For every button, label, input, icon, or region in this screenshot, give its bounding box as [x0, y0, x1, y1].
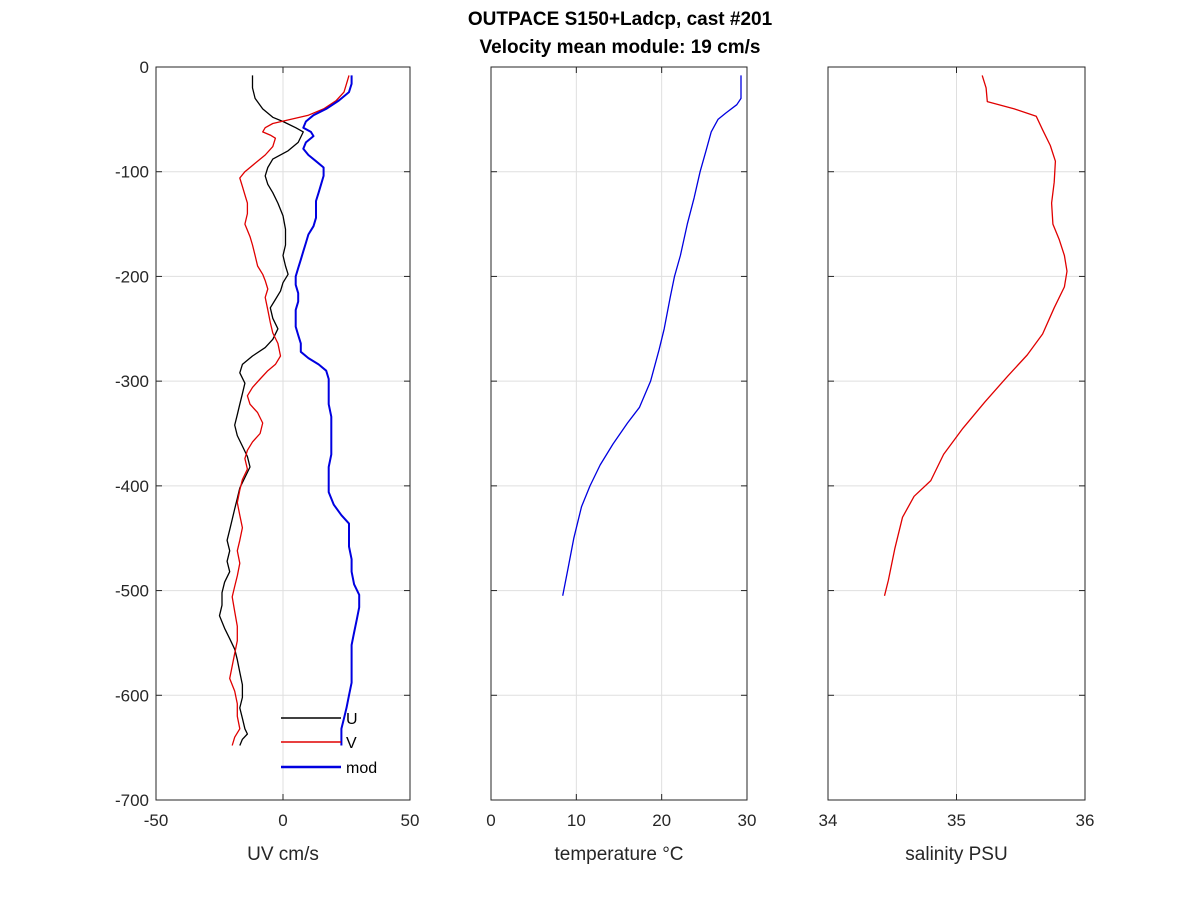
y-tick-label: -100: [115, 163, 149, 182]
x-tick-label: -50: [144, 811, 169, 830]
x-tick-label: 30: [738, 811, 757, 830]
y-tick-label: -300: [115, 372, 149, 391]
series-line-0: [883, 75, 1068, 596]
y-tick-label: -500: [115, 582, 149, 601]
series-line-v: [229, 75, 350, 746]
y-tick-label: 0: [140, 58, 149, 77]
plot-area: [491, 67, 747, 800]
legend-label-u: U: [346, 711, 358, 728]
x-axis-label: temperature °C: [554, 844, 683, 865]
y-tick-label: -400: [115, 477, 149, 496]
y-tick-label: -700: [115, 791, 149, 810]
x-tick-label: 36: [1076, 811, 1095, 830]
x-tick-label: 0: [278, 811, 287, 830]
x-tick-label: 0: [486, 811, 495, 830]
x-tick-label: 35: [947, 811, 966, 830]
legend-label-v: V: [346, 735, 357, 752]
x-axis-label: salinity PSU: [905, 844, 1007, 865]
salinity-plot: 34 35 36 salinity PSU: [819, 66, 1095, 865]
series-line-mod: [294, 75, 361, 746]
figure-title-line2: Velocity mean module: 19 cm/s: [480, 37, 761, 58]
x-tick-label: 34: [819, 811, 838, 830]
legend-label-mod: mod: [346, 760, 377, 777]
x-tick-label: 10: [567, 811, 586, 830]
y-tick-label: -600: [115, 686, 149, 705]
x-tick-label: 20: [652, 811, 671, 830]
series-line-u: [218, 75, 304, 746]
y-tick-label: -200: [115, 267, 149, 286]
temperature-plot: 0 10 20 30 temperature °C: [486, 66, 757, 865]
x-axis-label: UV cm/s: [247, 844, 319, 865]
figure-title-line1: OUTPACE S150+Ladcp, cast #201: [468, 9, 773, 30]
x-tick-label: 50: [401, 811, 420, 830]
axes-box: [490, 66, 748, 801]
series-line-0: [562, 75, 742, 596]
